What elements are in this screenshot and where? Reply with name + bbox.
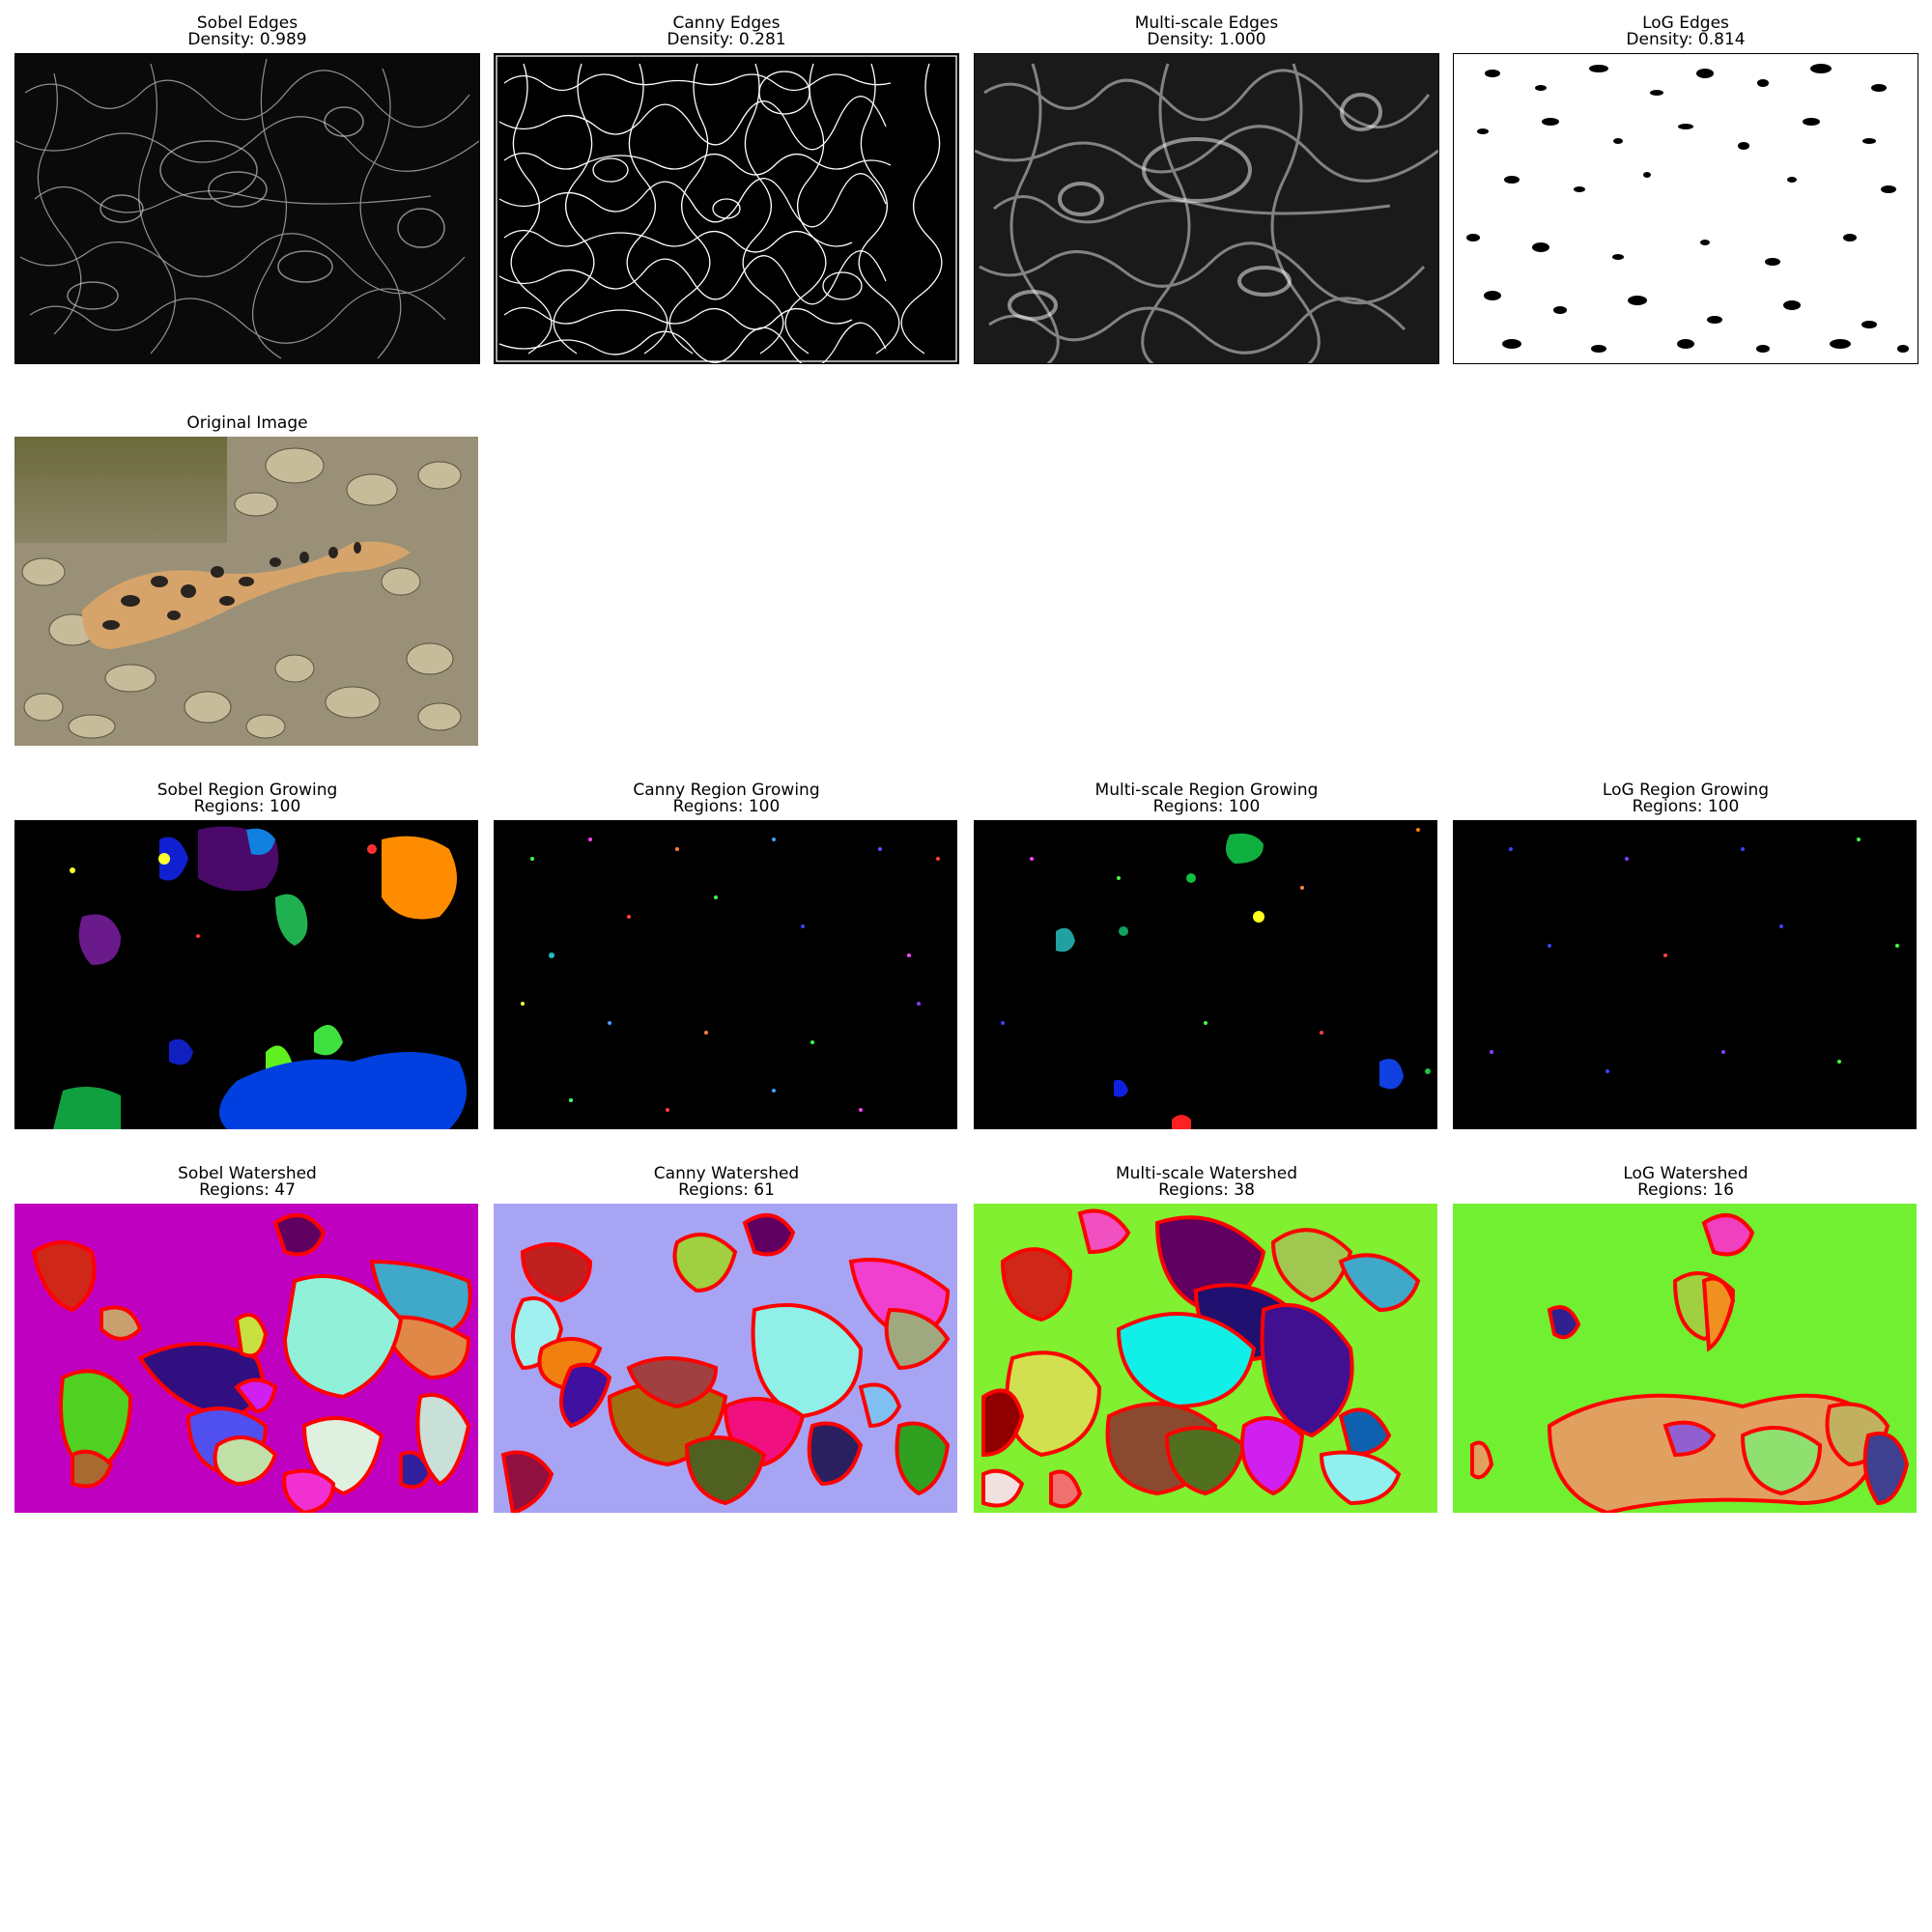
panel-title: Sobel Region Growing xyxy=(156,781,338,800)
panel-subtitle: Regions: 16 xyxy=(1637,1180,1734,1200)
panel-subtitle: Density: 0.281 xyxy=(667,30,786,49)
panel-subtitle: Regions: 100 xyxy=(1632,797,1740,816)
panel-title: Original Image xyxy=(186,413,308,433)
original-image xyxy=(14,437,478,746)
panel-subtitle: Regions: 38 xyxy=(1158,1180,1255,1200)
panel-title: Multi-scale Region Growing xyxy=(1094,781,1319,800)
sobel-edges-image xyxy=(14,53,480,364)
panel-subtitle: Density: 0.989 xyxy=(187,30,307,49)
panel-title: Multi-scale Watershed xyxy=(1115,1164,1298,1183)
canny-region-growing-image xyxy=(494,820,957,1129)
canny-watershed-image xyxy=(494,1204,957,1513)
log-edges-image xyxy=(1453,53,1918,364)
panel-title: LoG Region Growing xyxy=(1602,781,1770,800)
multiscale-watershed-image xyxy=(974,1204,1437,1513)
panel-title: Sobel Edges xyxy=(196,14,298,33)
panel-subtitle: Regions: 100 xyxy=(193,797,301,816)
panel-title: Canny Region Growing xyxy=(633,781,820,800)
panel-subtitle: Regions: 100 xyxy=(1152,797,1261,816)
log-watershed-image xyxy=(1453,1204,1917,1513)
log-region-growing-image xyxy=(1453,820,1917,1129)
sobel-region-growing-image xyxy=(14,820,478,1129)
panel-title: Sobel Watershed xyxy=(178,1164,317,1183)
panel-title: Multi-scale Edges xyxy=(1134,14,1279,33)
panel-title: LoG Watershed xyxy=(1623,1164,1748,1183)
panel-subtitle: Density: 1.000 xyxy=(1147,30,1266,49)
sobel-watershed-image xyxy=(14,1204,478,1513)
panel-subtitle: Regions: 100 xyxy=(672,797,781,816)
multiscale-region-growing-image xyxy=(974,820,1437,1129)
multiscale-edges-image xyxy=(974,53,1439,364)
panel-subtitle: Regions: 61 xyxy=(678,1180,775,1200)
panel-subtitle: Density: 0.814 xyxy=(1626,30,1746,49)
panel-title: Canny Watershed xyxy=(653,1164,800,1183)
panel-title: Canny Edges xyxy=(672,14,781,33)
panel-subtitle: Regions: 47 xyxy=(199,1180,296,1200)
canny-edges-image xyxy=(494,53,959,364)
panel-title: LoG Edges xyxy=(1642,14,1729,33)
